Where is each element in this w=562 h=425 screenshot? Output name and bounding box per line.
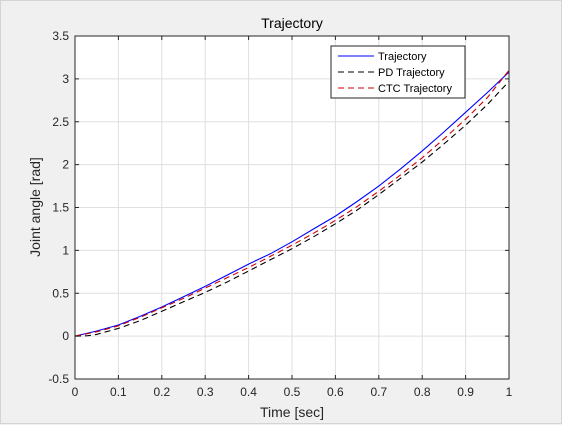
legend-label: CTC Trajectory [378, 83, 452, 95]
x-tick-label: 0 [72, 385, 79, 399]
series-line-ctc-trajectory [74, 69, 510, 337]
y-tick-label: 3 [62, 72, 69, 86]
y-tick-label: 3.5 [52, 29, 69, 43]
legend: Trajectory PD Trajectory CTC Trajectory [330, 45, 466, 99]
y-axis-label: Joint angle [rad] [27, 157, 43, 257]
x-tick-labels: 0 0.1 0.2 0.3 0.4 0.5 0.6 0.7 0.8 0.9 1 [72, 385, 513, 399]
x-tick-label: 0.9 [457, 385, 474, 399]
series-line-pd-trajectory [74, 81, 510, 337]
x-tick-label: 0.5 [284, 385, 301, 399]
legend-label: PD Trajectory [378, 67, 445, 79]
x-tick-label: 1 [506, 385, 513, 399]
series-line-trajectory [74, 71, 510, 337]
tick-marks [74, 35, 510, 380]
chart-title: Trajectory [261, 15, 323, 31]
x-tick-label: 0.1 [110, 385, 127, 399]
y-tick-label: 1.5 [52, 201, 69, 215]
y-tick-label: 0 [62, 329, 69, 343]
x-tick-label: 0.6 [327, 385, 344, 399]
x-tick-label: 0.2 [153, 385, 170, 399]
y-tick-label: 2 [62, 158, 69, 172]
series-lines [74, 69, 510, 337]
x-tick-label: 0.8 [414, 385, 431, 399]
y-tick-label: 0.5 [52, 286, 69, 300]
x-tick-label: 0.7 [370, 385, 387, 399]
y-tick-label: 2.5 [52, 115, 69, 129]
y-tick-label: -0.5 [48, 372, 69, 386]
legend-label: Trajectory [378, 51, 427, 63]
x-tick-label: 0.4 [240, 385, 257, 399]
y-tick-label: 1 [62, 243, 69, 257]
x-axis-label: Time [sec] [260, 404, 324, 420]
x-tick-label: 0.3 [197, 385, 214, 399]
y-tick-labels: -0.5 0 0.5 1 1.5 2 2.5 3 3.5 [48, 29, 69, 386]
